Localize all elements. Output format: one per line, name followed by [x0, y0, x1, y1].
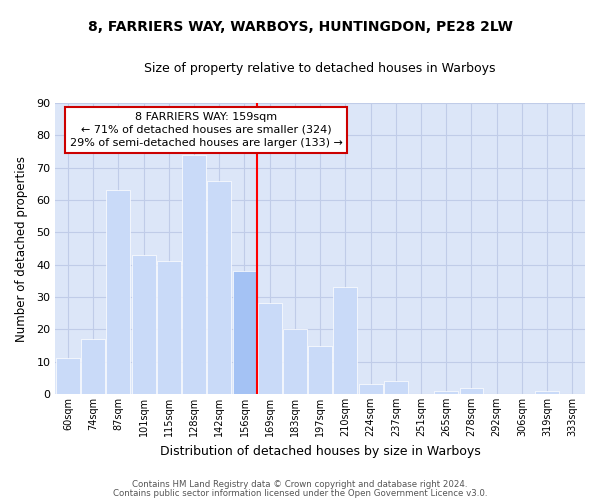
- Bar: [535, 391, 559, 394]
- Bar: [81, 339, 105, 394]
- Bar: [258, 304, 281, 394]
- Bar: [384, 381, 408, 394]
- Bar: [182, 155, 206, 394]
- Bar: [283, 330, 307, 394]
- X-axis label: Distribution of detached houses by size in Warboys: Distribution of detached houses by size …: [160, 444, 481, 458]
- Bar: [106, 190, 130, 394]
- Text: 8 FARRIERS WAY: 159sqm
← 71% of detached houses are smaller (324)
29% of semi-de: 8 FARRIERS WAY: 159sqm ← 71% of detached…: [70, 112, 343, 148]
- Text: Contains HM Land Registry data © Crown copyright and database right 2024.: Contains HM Land Registry data © Crown c…: [132, 480, 468, 489]
- Text: Contains public sector information licensed under the Open Government Licence v3: Contains public sector information licen…: [113, 488, 487, 498]
- Bar: [233, 271, 256, 394]
- Bar: [460, 388, 484, 394]
- Bar: [434, 391, 458, 394]
- Title: Size of property relative to detached houses in Warboys: Size of property relative to detached ho…: [145, 62, 496, 76]
- Bar: [56, 358, 80, 394]
- Bar: [157, 262, 181, 394]
- Y-axis label: Number of detached properties: Number of detached properties: [15, 156, 28, 342]
- Bar: [334, 288, 358, 394]
- Bar: [207, 180, 231, 394]
- Bar: [131, 255, 155, 394]
- Text: 8, FARRIERS WAY, WARBOYS, HUNTINGDON, PE28 2LW: 8, FARRIERS WAY, WARBOYS, HUNTINGDON, PE…: [88, 20, 512, 34]
- Bar: [359, 384, 383, 394]
- Bar: [308, 346, 332, 394]
